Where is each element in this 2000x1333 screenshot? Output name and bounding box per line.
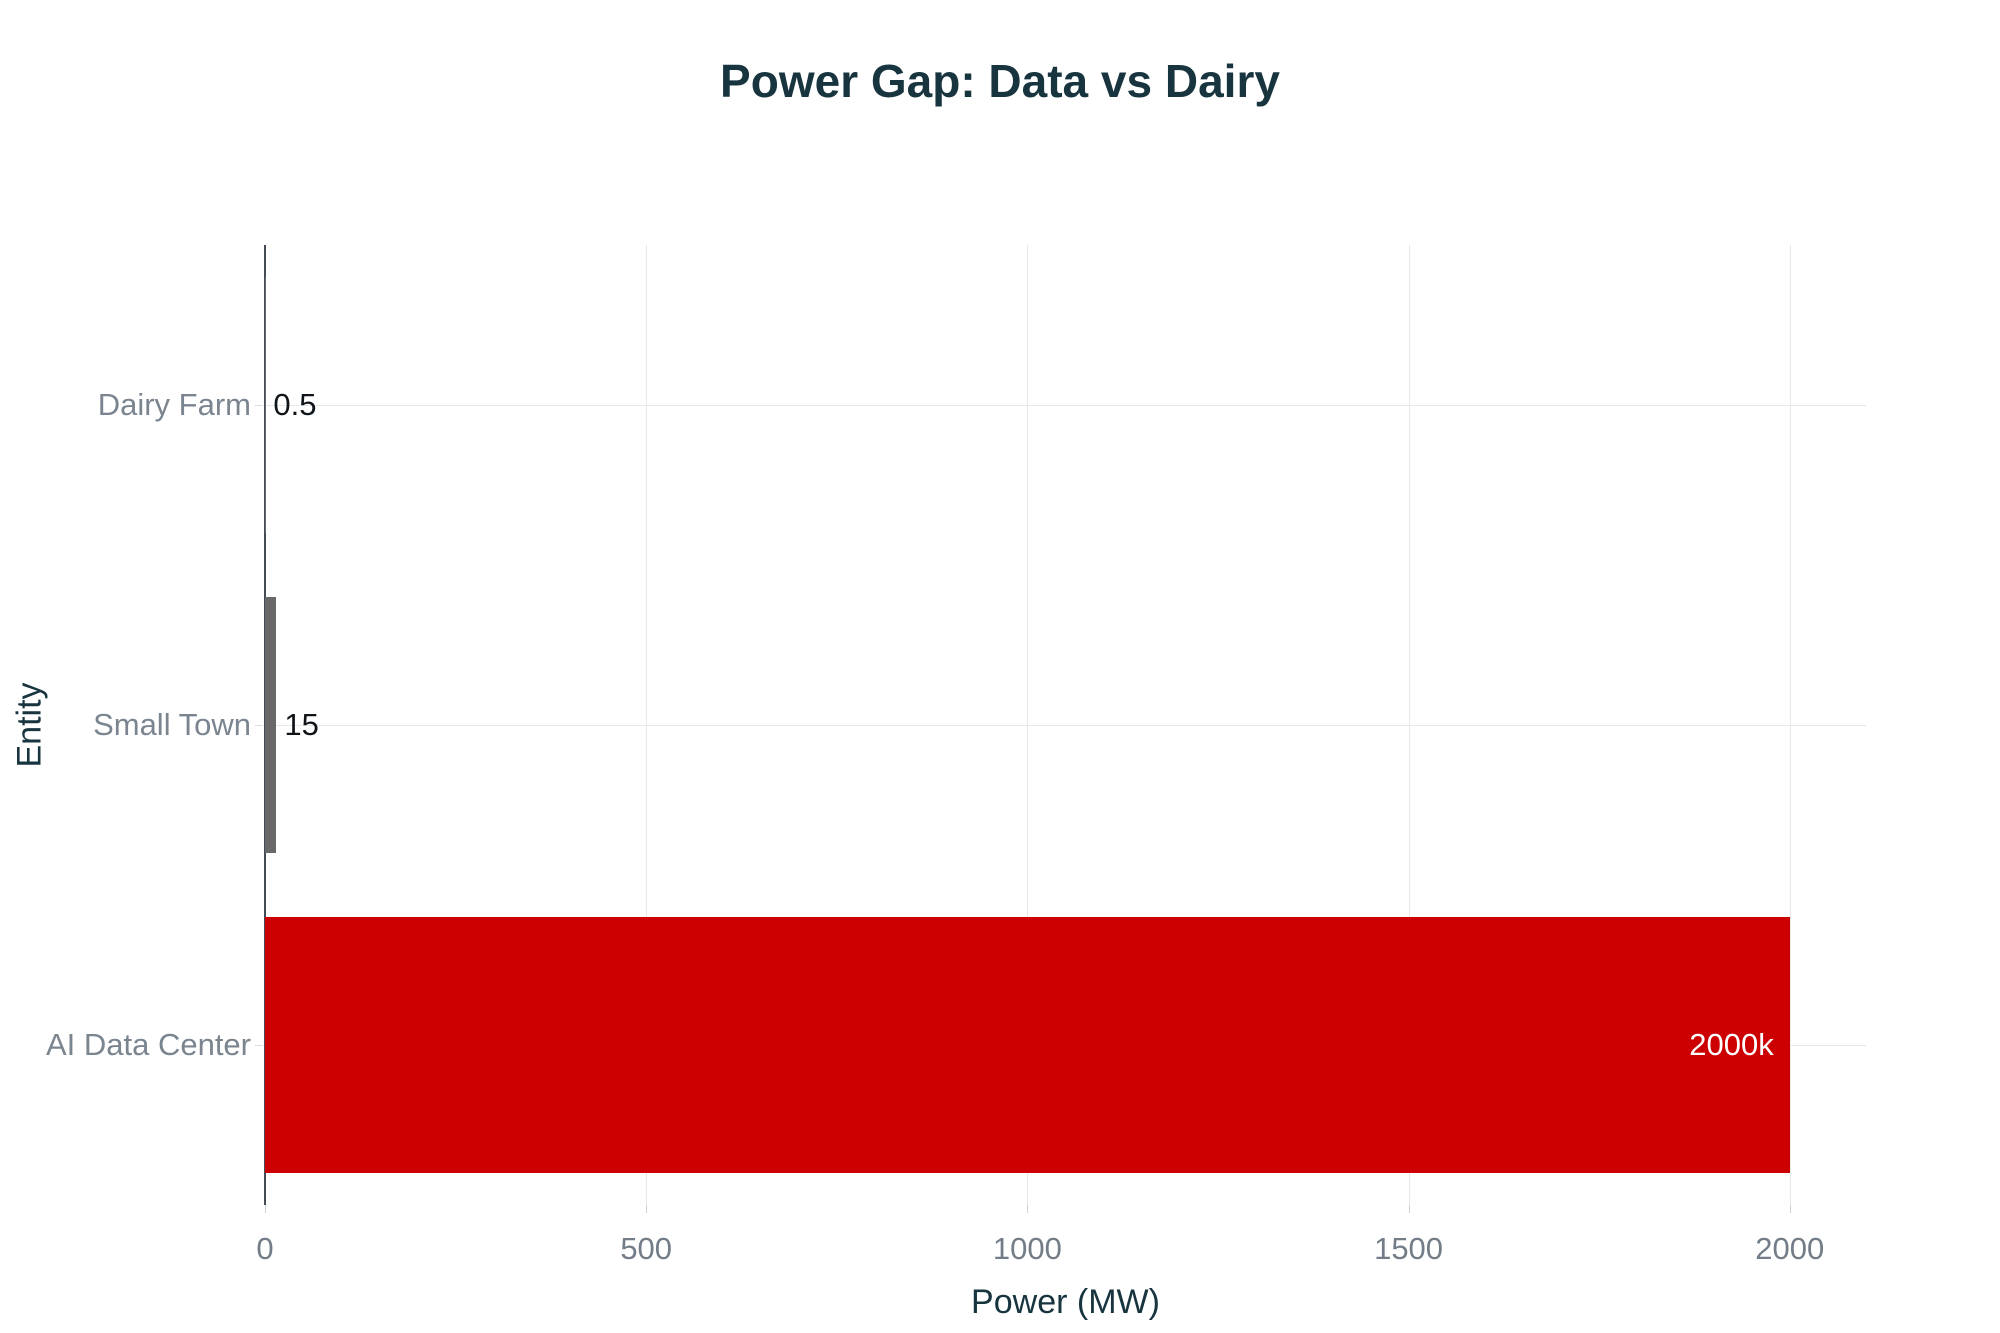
x-tick-label: 2000 [1755,1231,1825,1266]
y-gridline [265,405,1866,406]
x-tick-mark [1027,1205,1029,1213]
bar-ai-data-center [265,917,1790,1173]
x-tick-label: 1500 [1374,1231,1444,1266]
y-gridline [265,725,1866,726]
x-tick-label: 0 [256,1231,274,1266]
category-tick-mark [255,1045,263,1046]
category-label-ai-data-center: AI Data Center [45,1027,251,1062]
x-axis-title: Power (MW) [971,1283,1160,1321]
category-label-dairy-farm: Dairy Farm [97,387,251,422]
value-label-dairy-farm: 0.5 [273,387,317,422]
value-label-small-town: 15 [284,707,319,742]
x-tick-label: 500 [620,1231,673,1266]
category-tick-mark [255,725,263,726]
chart-title: Power Gap: Data vs Dairy [720,55,1280,107]
bar-small-town [265,597,277,853]
x-tick-mark [1789,1205,1791,1213]
y-axis-title: Entity [10,682,49,768]
category-label-small-town: Small Town [93,707,251,742]
value-label-ai-data-center: 2000k [1689,1027,1774,1062]
x-tick-mark [265,1205,266,1213]
x-tick-label: 1000 [992,1231,1062,1266]
category-tick-mark [255,405,263,406]
x-tick-mark [1408,1205,1410,1213]
x-tick-mark [646,1205,648,1213]
